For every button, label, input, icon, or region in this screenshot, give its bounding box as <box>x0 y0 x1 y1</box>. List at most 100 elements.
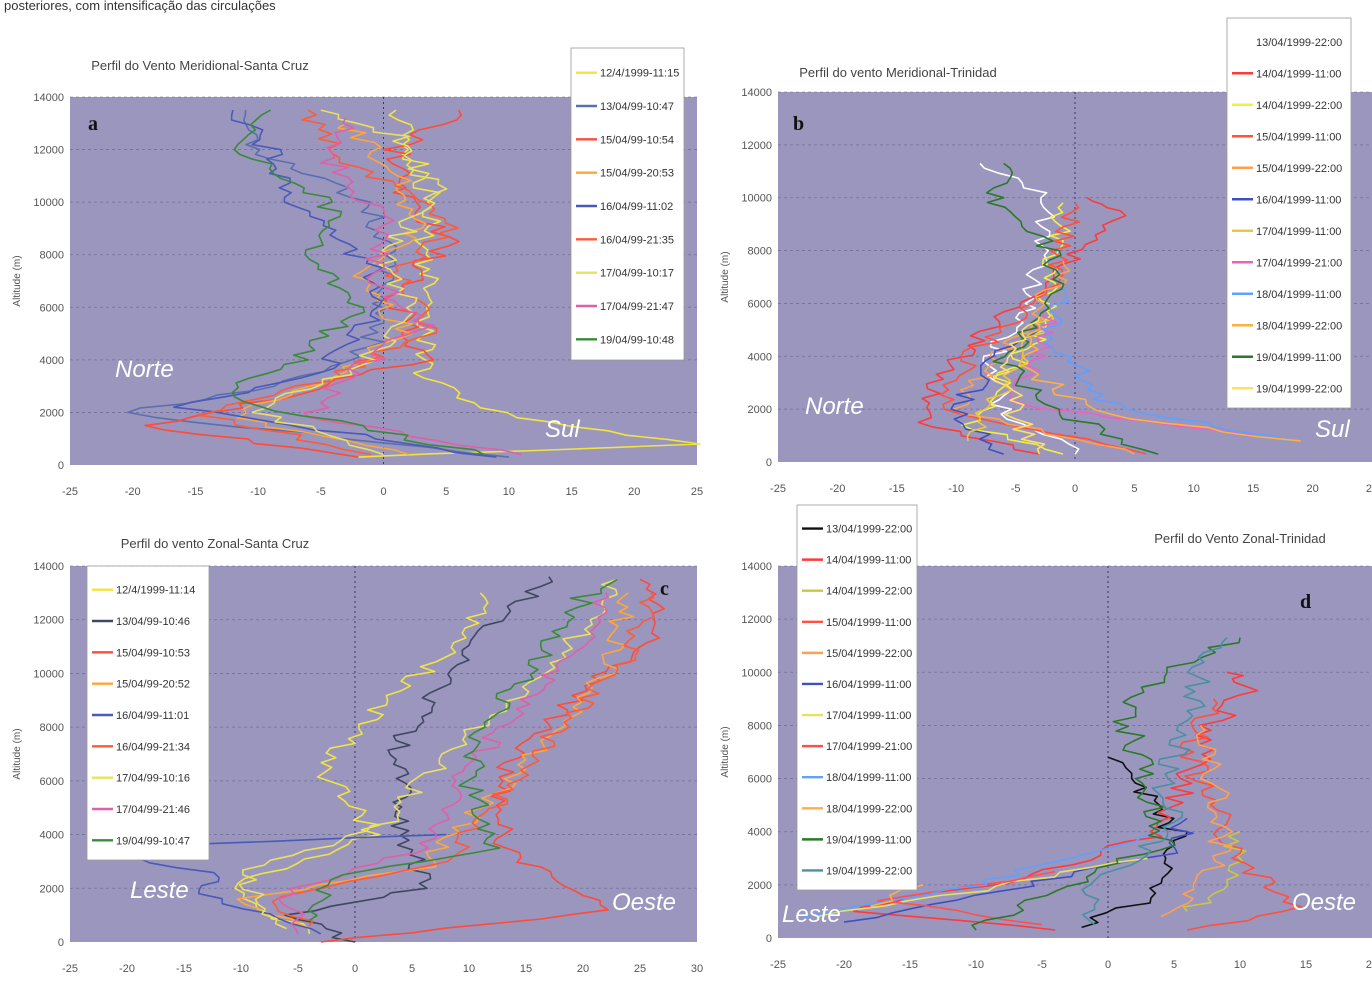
x-tick-label: 15 <box>1247 483 1259 495</box>
series-line <box>1042 287 1290 442</box>
legend-label: 15/04/1999-22:00 <box>1256 163 1342 175</box>
legend: 13/04/1999-22:00 14/04/1999-11:00 14/04/19… <box>796 504 918 891</box>
x-tick-label: 15 <box>520 963 532 975</box>
legend: 13/04/1999-22:00 14/04/1999-11:00 14/04/19… <box>1226 17 1352 409</box>
legend-label: 16/04/99-11:02 <box>600 201 673 213</box>
series-line <box>196 109 459 456</box>
x-tick-label: 10 <box>463 963 475 975</box>
y-tick-label: 2000 <box>40 407 64 419</box>
x-tick-label: 5 <box>1171 959 1177 971</box>
legend-label: 15/04/99-10:54 <box>600 134 674 146</box>
x-tick-label: -20 <box>829 483 845 495</box>
x-tick-label: -5 <box>1011 483 1021 495</box>
y-tick-label: 6000 <box>748 298 772 310</box>
series-line <box>952 260 1135 455</box>
legend-box <box>796 504 918 891</box>
chart-d: -25 -20 -15 -10 -5 0 5 10 15 20 0 2000 4000 6000 8000 1… <box>720 504 1372 971</box>
x-tick-label: -25 <box>62 486 78 498</box>
y-tick-label: 6000 <box>748 774 772 786</box>
x-tick-label: 5 <box>1131 483 1137 495</box>
legend-label: 12/4/1999-11:14 <box>116 585 195 597</box>
y-tick-label: 14000 <box>741 561 772 573</box>
y-tick-label: 2000 <box>40 883 64 895</box>
y-axis-label: Altitude (m) <box>720 251 731 302</box>
x-tick-label: -20 <box>119 963 135 975</box>
x-tick-label: 10 <box>1234 959 1246 971</box>
x-tick-label: 15 <box>565 486 577 498</box>
series-line <box>852 671 1259 931</box>
legend-label: 12/4/1999-11:15 <box>600 68 679 80</box>
series-line <box>251 109 448 456</box>
legend-label: 15/04/99-20:52 <box>116 679 190 691</box>
x-tick-label: 25 <box>691 486 703 498</box>
legend-label: 16/04/99-11:01 <box>116 710 189 722</box>
series-line <box>950 329 1040 455</box>
legend-label: 13/04/99-10:46 <box>116 616 190 628</box>
legend-label: 15/04/1999-11:00 <box>1256 131 1341 143</box>
x-tick-label: 20 <box>1306 483 1318 495</box>
legend-label: 19/04/99-10:47 <box>116 835 190 847</box>
y-tick-label: 10000 <box>741 193 772 205</box>
chart-b: -25 -20 -15 -10 -5 0 5 10 15 20 25 0 2000 4000 6000 800… <box>720 17 1372 495</box>
series-line <box>804 830 1161 918</box>
y-tick-label: 8000 <box>748 246 772 258</box>
x-tick-label: 20 <box>628 486 640 498</box>
legend-box <box>570 47 685 361</box>
series-line <box>992 316 1046 455</box>
x-tick-label: 0 <box>380 486 386 498</box>
x-tick-label: 10 <box>503 486 515 498</box>
y-tick-label: 14000 <box>33 92 64 104</box>
series-line <box>284 576 554 943</box>
x-tick-label: 30 <box>691 963 703 975</box>
series-line <box>817 857 1148 918</box>
series-line <box>236 122 427 456</box>
x-tick-label: -25 <box>770 959 786 971</box>
legend-label: 13/04/99-10:47 <box>600 101 674 113</box>
series-line <box>238 578 618 930</box>
y-tick-label: 12000 <box>33 615 64 627</box>
legend-label: 13/04/1999-22:00 <box>826 524 912 536</box>
legend: 12/4/1999-11:14 13/04/99-10:46 15/04/99-10… <box>86 565 210 861</box>
x-tick-label: 25 <box>1366 483 1372 495</box>
x-tick-label: 0 <box>1105 959 1111 971</box>
x-tick-label: 5 <box>409 963 415 975</box>
legend-label: 18/04/1999-11:00 <box>826 772 911 784</box>
legend-label: 15/04/1999-11:00 <box>826 617 911 629</box>
chart-c: -25 -20 -15 -10 -5 0 5 10 15 20 25 30 0 2000 4000 6000 8… <box>12 536 703 975</box>
region-label-north: Norte <box>805 393 864 420</box>
series-line <box>971 637 1241 931</box>
x-tick-label: 20 <box>577 963 589 975</box>
panel-letter: b <box>793 113 804 135</box>
x-tick-label: -15 <box>889 483 905 495</box>
x-tick-label: -15 <box>176 963 192 975</box>
region-label-east: Leste <box>130 877 189 904</box>
x-tick-label: -25 <box>770 483 786 495</box>
x-tick-label: 15 <box>1300 959 1312 971</box>
y-tick-label: 0 <box>766 933 772 945</box>
legend-label: 16/04/99-21:34 <box>116 741 190 753</box>
y-axis-label: Altitude (m) <box>12 728 23 779</box>
legend-label: 14/04/1999-11:00 <box>1256 68 1341 80</box>
series-line <box>917 197 1127 455</box>
y-tick-label: 12000 <box>741 140 772 152</box>
x-tick-label: -5 <box>316 486 326 498</box>
y-tick-label: 0 <box>58 937 64 949</box>
legend-label: 19/04/1999-22:00 <box>826 865 912 877</box>
legend-label: 17/04/99-10:17 <box>600 268 674 280</box>
panel-letter: d <box>1300 591 1311 613</box>
legend-label: 14/04/1999-22:00 <box>826 586 912 598</box>
x-tick-label: 0 <box>1072 483 1078 495</box>
y-tick-label: 12000 <box>33 145 64 157</box>
y-tick-label: 6000 <box>40 776 64 788</box>
series-line <box>303 117 522 456</box>
series-line <box>234 592 489 935</box>
x-tick-label: 0 <box>352 963 358 975</box>
chart-title: Perfil do Vento Zonal-Trinidad <box>1154 531 1326 546</box>
legend-box <box>1226 17 1352 409</box>
series-line <box>307 578 618 922</box>
x-tick-label: 5 <box>443 486 449 498</box>
x-tick-label: -15 <box>902 959 918 971</box>
legend-label: 17/04/99-10:16 <box>116 773 190 785</box>
series-line <box>320 578 665 943</box>
x-tick-label: -20 <box>836 959 852 971</box>
